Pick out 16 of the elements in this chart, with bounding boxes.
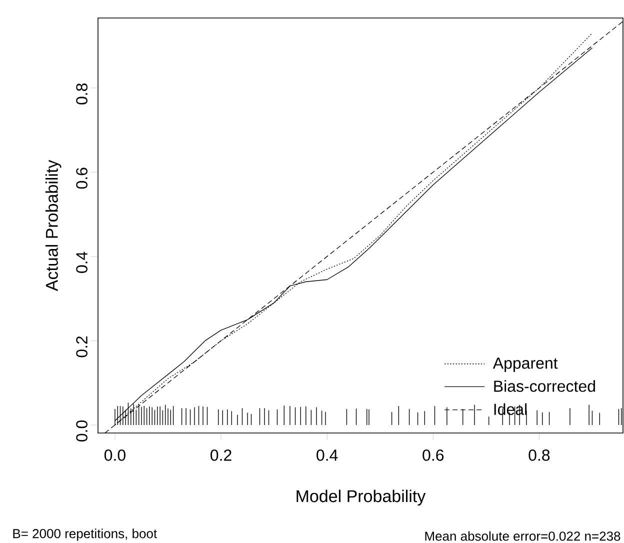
x-tick-label: 0.2 — [210, 450, 232, 461]
legend-label: Bias-corrected — [494, 380, 595, 392]
y-tick-label: 0.6 — [76, 168, 88, 189]
y-tick-label: 0.2 — [76, 336, 88, 358]
x-tick-label: 0.6 — [422, 450, 444, 461]
text: Mean absolute error=0.022 n=238 — [425, 531, 620, 541]
x-tick-label: 0.0 — [104, 450, 126, 461]
y-tick-label: 0.4 — [76, 252, 88, 273]
x-tick-label: 0.4 — [316, 450, 338, 461]
text: B= 2000 repetitions, boot — [13, 528, 157, 541]
y-tick-label: 0.0 — [76, 420, 88, 442]
x-tick-label: 0.8 — [528, 450, 550, 461]
legend-label: Apparent — [492, 358, 558, 372]
y-tick-label: 0.8 — [76, 84, 88, 104]
y-axis-title: Actual Probability — [45, 160, 62, 292]
x-axis-title: Model Probability — [296, 490, 426, 506]
